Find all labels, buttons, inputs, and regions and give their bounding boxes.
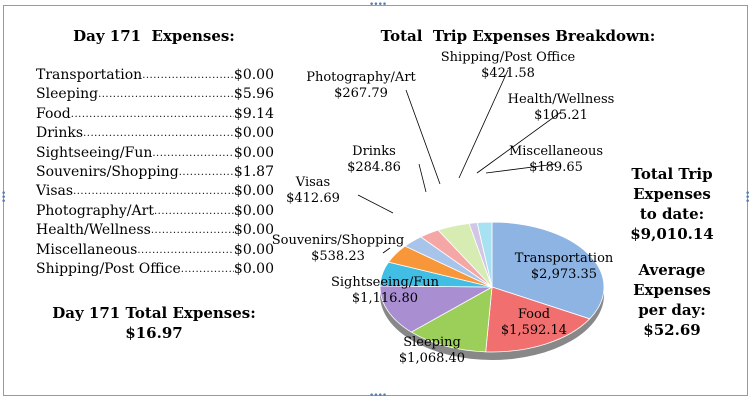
expense-label: Shipping/Post Office [36,260,181,277]
slice-label: Sleeping [403,335,461,350]
total-trip-label-1: Total Trip [631,165,713,183]
leader-line [485,163,557,174]
expense-row: Health/Wellness $0.00 [36,221,274,240]
total-trip-label-3: to date: [639,205,705,223]
slice-value-label: $1,116.80 [352,291,418,306]
slice-value-label: $421.58 [481,66,535,81]
expense-label: Sightseeing/Fun [36,144,153,161]
slice-label: Sightseeing/Fun [331,275,440,290]
day-expense-list: Transportation $0.00 Sleeping $5.96 Food $9.1… [36,66,274,279]
expense-label: Health/Wellness [36,222,151,239]
leader-line [476,111,562,174]
slice-value-label: $105.21 [534,108,588,123]
expense-label: Drinks [36,125,84,142]
expense-label: Food [36,105,71,122]
average-value: $52.69 [643,321,701,339]
expense-label: Souvenirs/Shopping [36,163,179,180]
expense-label: Transportation [36,67,143,83]
expense-value: $0.00 [233,260,274,277]
average-label-3: per day: [638,301,706,319]
expense-value: $0.00 [233,202,274,219]
slice-value-label: $1,592.14 [501,323,567,338]
expense-value: $0.00 [233,125,274,142]
expense-row: Photography/Art $0.00 [36,202,274,221]
expense-row: Sightseeing/Fun $0.00 [36,144,274,163]
pie-slice-food [485,286,591,353]
expense-row: Souvenirs/Shopping $1.87 [36,163,274,182]
top-resize-handle[interactable]: •••• [369,0,387,10]
pie-slice-miscellaneous [476,221,493,288]
expense-row: Shipping/Post Office $0.00 [36,260,274,279]
day-total-label: Day 171 Total Expenses: [52,304,256,322]
expense-value: $0.00 [233,222,274,239]
expense-value: $9.14 [233,105,274,122]
slice-value-label: $284.86 [347,160,401,175]
slice-value-label: $189.65 [529,160,583,175]
expense-value: $5.96 [233,86,274,103]
expense-row: Sleeping $5.96 [36,85,274,104]
day-total-block: Day 171 Total Expenses: $16.97 [0,303,308,343]
leader-line [382,247,391,254]
pie-slice-sleeping [410,286,493,353]
slice-label: Souvenirs/Shopping [272,233,405,248]
expense-label: Photography/Art [36,202,154,219]
slice-value-label: $538.23 [311,249,365,264]
average-label-2: Expenses [633,281,711,299]
slice-label: Food [518,307,550,322]
slice-label: Photography/Art [306,70,416,85]
trip-summary: Total Trip Expenses to date: $9,010.14 A… [622,164,722,340]
slice-value-label: $412.69 [286,191,340,206]
expense-row: Drinks $0.00 [36,124,274,143]
expense-row: Visas $0.00 [36,182,274,201]
average-label-1: Average [638,261,706,279]
slice-label: Health/Wellness [508,92,615,107]
expense-row: Transportation $0.00 [36,66,274,85]
expense-label: Sleeping [36,86,99,103]
expense-label: Visas [36,183,74,200]
expense-row: Food $9.14 [36,105,274,124]
bottom-resize-handle[interactable]: •••• [369,391,387,401]
slice-label: Transportation [515,251,614,266]
total-trip-value: $9,010.14 [630,225,714,243]
expense-row: Miscellaneous $0.00 [36,241,274,260]
pie-slice-transportation [491,221,605,320]
leader-line [405,89,441,185]
slice-label: Drinks [352,144,396,159]
total-trip-label-2: Expenses [633,185,711,203]
day-expenses-title: Day 171 Expenses: [73,27,235,45]
expense-label: Miscellaneous [36,241,138,258]
pie-slice-sightseeing-fun [379,285,494,333]
slice-label: Miscellaneous [509,144,603,159]
expense-value: $0.00 [233,144,274,161]
slice-label: Shipping/Post Office [441,50,576,65]
slice-value-label: $267.79 [334,86,388,101]
slice-label: Visas [295,175,330,190]
expense-value: $0.00 [233,241,274,258]
leader-line [357,194,394,214]
expense-value: $0.00 [233,67,274,83]
chart-title: Total Trip Expenses Breakdown: [380,27,656,45]
slice-value-label: $2,973.35 [531,267,597,282]
slice-value-label: $1,068.40 [399,351,465,366]
leader-line [458,69,509,179]
right-resize-handle[interactable]: • • • [745,189,750,207]
day-total-value: $16.97 [125,324,183,342]
leader-line [418,163,427,193]
left-resize-handle[interactable]: • • • [1,189,6,207]
expense-value: $0.00 [233,183,274,200]
expense-value: $1.87 [233,163,274,180]
